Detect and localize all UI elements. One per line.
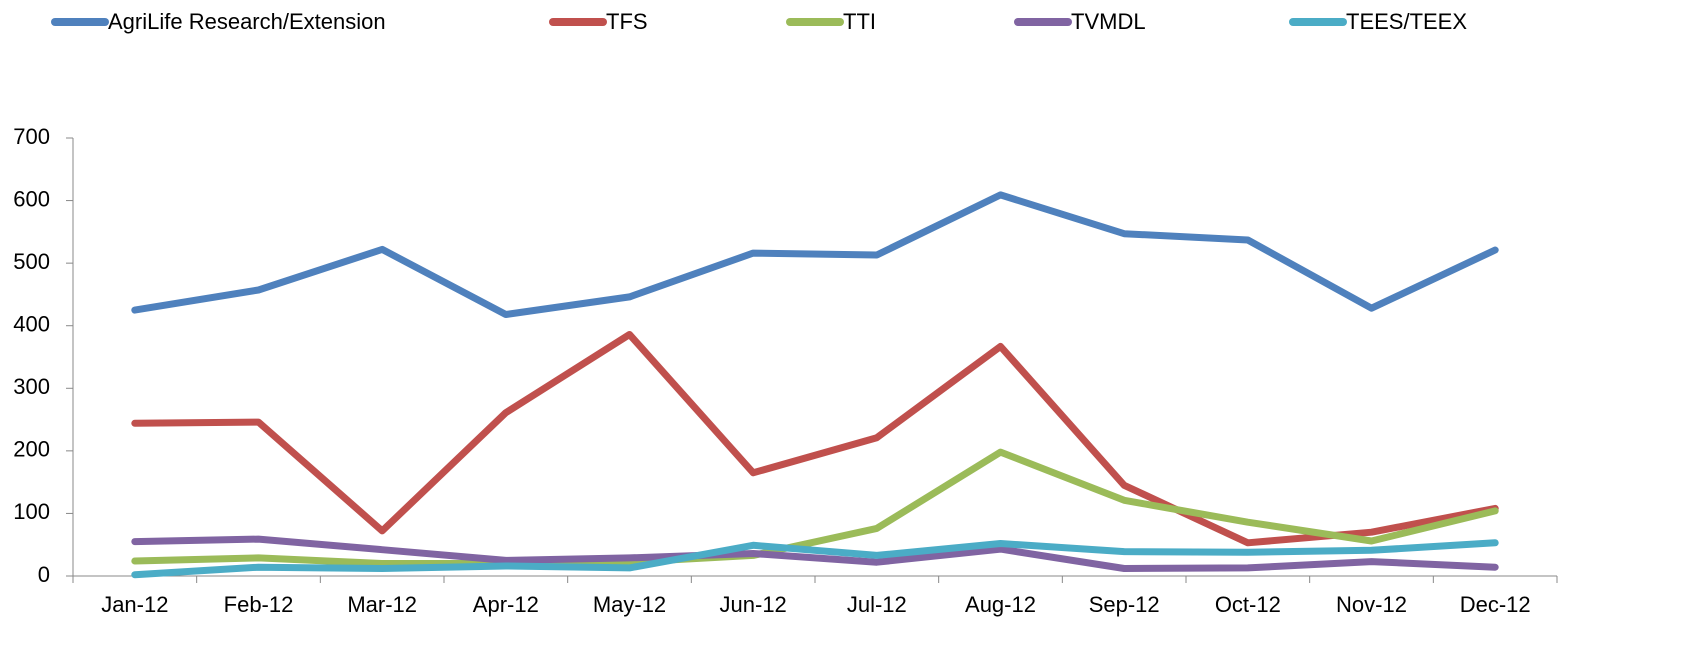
x-tick-label: Oct-12 — [1215, 592, 1281, 617]
series-line — [131, 191, 1499, 318]
x-tick-label: Apr-12 — [473, 592, 539, 617]
legend-label: TFS — [606, 9, 648, 34]
x-tick-label: Sep-12 — [1089, 592, 1160, 617]
x-tick-label: Aug-12 — [965, 592, 1036, 617]
series-line — [131, 331, 1499, 547]
x-tick-label: Mar-12 — [347, 592, 417, 617]
legend-label: TTI — [843, 9, 876, 34]
x-tick-label: Jun-12 — [720, 592, 787, 617]
y-tick-label: 500 — [13, 249, 50, 274]
series-line — [131, 535, 1499, 572]
x-tick-label: Dec-12 — [1460, 592, 1531, 617]
x-tick-label: Jan-12 — [101, 592, 168, 617]
x-tick-label: May-12 — [593, 592, 666, 617]
y-tick-label: 0 — [38, 562, 50, 587]
legend-label: TEES/TEEX — [1346, 9, 1467, 34]
y-tick-label: 700 — [13, 124, 50, 149]
legend-label: TVMDL — [1071, 9, 1146, 34]
y-tick-label: 400 — [13, 312, 50, 337]
y-tick-label: 600 — [13, 186, 50, 211]
legend-label: AgriLife Research/Extension — [108, 9, 386, 34]
series-line — [131, 539, 1499, 579]
y-tick-label: 200 — [13, 437, 50, 462]
series-line — [131, 448, 1499, 567]
x-tick-label: Jul-12 — [847, 592, 907, 617]
x-tick-label: Feb-12 — [224, 592, 294, 617]
y-tick-label: 300 — [13, 374, 50, 399]
y-tick-label: 100 — [13, 499, 50, 524]
x-tick-label: Nov-12 — [1336, 592, 1407, 617]
